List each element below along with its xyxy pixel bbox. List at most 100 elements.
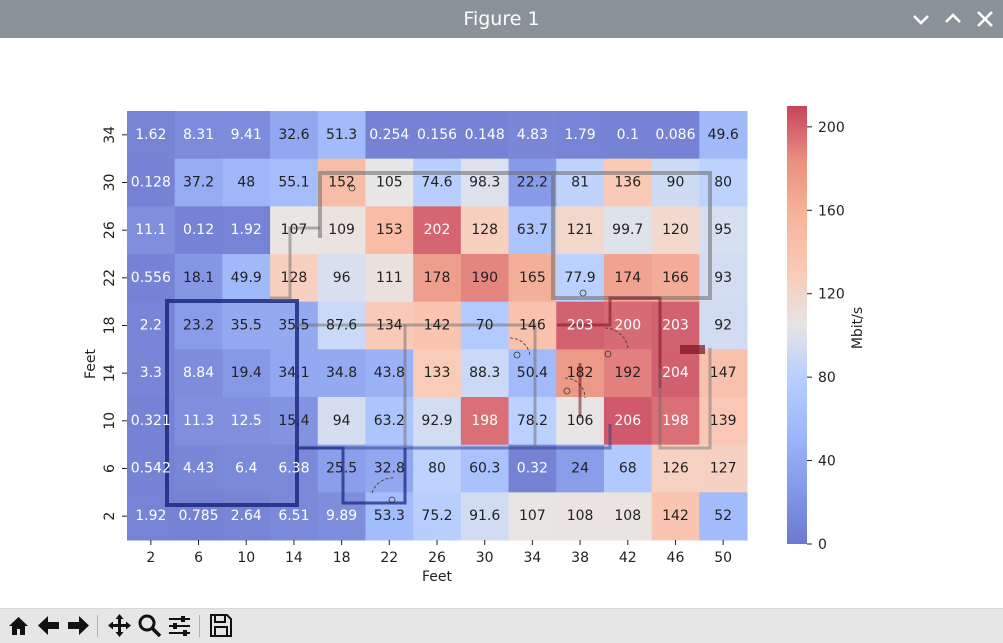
heatmap-cell bbox=[460, 158, 510, 207]
heatmap-cell bbox=[174, 158, 223, 207]
cell-value-label: 133 bbox=[424, 365, 451, 381]
zoom-button[interactable] bbox=[136, 612, 163, 639]
cell-value-label: 166 bbox=[662, 270, 689, 286]
configure-subplots-icon bbox=[169, 616, 190, 636]
cell-value-label: 142 bbox=[424, 318, 451, 334]
heatmap-cell bbox=[413, 349, 462, 398]
maximize-button[interactable] bbox=[941, 7, 965, 31]
x-tick-label: 2 bbox=[146, 550, 155, 566]
cell-value-label: 88.3 bbox=[469, 365, 500, 381]
cell-value-label: 107 bbox=[281, 222, 308, 238]
x-tick-label: 10 bbox=[237, 550, 255, 566]
cell-value-label: 63.7 bbox=[517, 222, 548, 238]
colorbar-tick-label: 120 bbox=[818, 287, 845, 303]
heatmap-cell bbox=[222, 444, 271, 493]
home-button[interactable] bbox=[5, 612, 32, 639]
heatmap-cell bbox=[699, 158, 748, 207]
heatmap-cell bbox=[603, 397, 653, 446]
cell-value-label: 77.9 bbox=[564, 270, 595, 286]
heatmap-cell bbox=[270, 206, 319, 255]
colorbar bbox=[787, 106, 807, 544]
cell-value-label: 0.148 bbox=[465, 127, 505, 143]
configure-subplots-button[interactable] bbox=[166, 612, 193, 639]
cell-value-label: 48 bbox=[237, 175, 255, 191]
heatmap-cell bbox=[699, 254, 748, 303]
heatmap-cell bbox=[174, 111, 223, 160]
window-title: Figure 1 bbox=[463, 8, 540, 30]
colorbar-ticks: 0 40 80 120 160 200 bbox=[807, 120, 845, 553]
cell-value-label: 8.31 bbox=[183, 127, 214, 143]
heatmap-cell bbox=[508, 254, 557, 303]
heatmap-cell bbox=[317, 254, 366, 303]
cell-value-label: 43.8 bbox=[374, 365, 405, 381]
heatmap-cell bbox=[651, 254, 700, 303]
y-tick-label: 10 bbox=[102, 412, 118, 430]
cell-value-label: 2.2 bbox=[140, 318, 162, 334]
heatmap-cell bbox=[651, 444, 700, 493]
cell-value-label: 206 bbox=[614, 413, 641, 429]
cell-value-label: 198 bbox=[662, 413, 689, 429]
heatmap-cell bbox=[508, 206, 557, 255]
heatmap-cell bbox=[603, 206, 653, 255]
cell-value-label: 1.79 bbox=[564, 127, 595, 143]
cell-value-label: 127 bbox=[710, 461, 737, 477]
heatmap-cell bbox=[556, 444, 605, 493]
heatmap-cell bbox=[699, 301, 748, 350]
cell-value-label: 190 bbox=[471, 270, 498, 286]
x-tick-label: 6 bbox=[194, 550, 203, 566]
heatmap-cell bbox=[317, 349, 366, 398]
cell-value-label: 99.7 bbox=[612, 222, 643, 238]
x-axis-label: Feet bbox=[422, 569, 453, 585]
cell-value-label: 63.2 bbox=[374, 413, 405, 429]
heatmap-cell bbox=[508, 397, 557, 446]
heatmap-cell bbox=[460, 206, 510, 255]
heatmap-cell bbox=[174, 254, 223, 303]
cell-value-label: 0.128 bbox=[131, 175, 171, 191]
cell-value-label: 37.2 bbox=[183, 175, 214, 191]
heatmap-cell bbox=[508, 111, 557, 160]
pan-button[interactable] bbox=[106, 612, 133, 639]
cell-value-label: 34.8 bbox=[326, 365, 357, 381]
cell-value-label: 49.9 bbox=[231, 270, 262, 286]
heatmap-cell bbox=[127, 206, 176, 255]
cell-value-label: 136 bbox=[614, 175, 641, 191]
cell-value-label: 22.2 bbox=[517, 175, 548, 191]
x-tick-label: 38 bbox=[571, 550, 589, 566]
cell-value-label: 92.9 bbox=[421, 413, 452, 429]
cell-value-label: 202 bbox=[424, 222, 451, 238]
heatmap-cell bbox=[270, 111, 319, 160]
cell-value-label: 152 bbox=[328, 175, 355, 191]
cell-value-label: 80 bbox=[428, 461, 446, 477]
heatmap-cell bbox=[174, 444, 223, 493]
close-icon bbox=[977, 11, 993, 27]
heatmap-cell bbox=[270, 349, 319, 398]
cell-value-label: 0.156 bbox=[417, 127, 457, 143]
cell-value-label: 91.6 bbox=[469, 508, 500, 524]
cell-value-label: 4.83 bbox=[517, 127, 548, 143]
cell-value-label: 111 bbox=[376, 270, 403, 286]
figure-canvas: 1.62 8.31 9.41 32.6 51.3 0.254 0.156 0.148 4.83 1… bbox=[0, 38, 1003, 608]
heatmap-cell bbox=[174, 492, 223, 541]
cell-value-label: 95 bbox=[714, 222, 732, 238]
heatmap-cell bbox=[508, 349, 557, 398]
heatmap-cell bbox=[222, 111, 271, 160]
cell-value-label: 126 bbox=[662, 461, 689, 477]
save-button[interactable] bbox=[207, 612, 234, 639]
cell-value-label: 50.4 bbox=[517, 365, 548, 381]
heatmap-cell bbox=[317, 206, 366, 255]
minimize-button[interactable] bbox=[909, 7, 933, 31]
heatmap-cell bbox=[556, 158, 605, 207]
forward-icon bbox=[68, 616, 89, 635]
heatmap-cell bbox=[460, 397, 510, 446]
colorbar-tick-label: 40 bbox=[818, 454, 836, 470]
cell-value-label: 15.4 bbox=[278, 413, 309, 429]
cell-value-label: 25.5 bbox=[326, 461, 357, 477]
close-button[interactable] bbox=[973, 7, 997, 31]
cell-value-label: 0.1 bbox=[617, 127, 639, 143]
back-button[interactable] bbox=[35, 612, 62, 639]
cell-value-label: 200 bbox=[614, 318, 641, 334]
forward-button[interactable] bbox=[65, 612, 92, 639]
heatmap-cell bbox=[699, 492, 748, 541]
cell-value-label: 75.2 bbox=[421, 508, 452, 524]
cell-value-label: 35.5 bbox=[231, 318, 262, 334]
